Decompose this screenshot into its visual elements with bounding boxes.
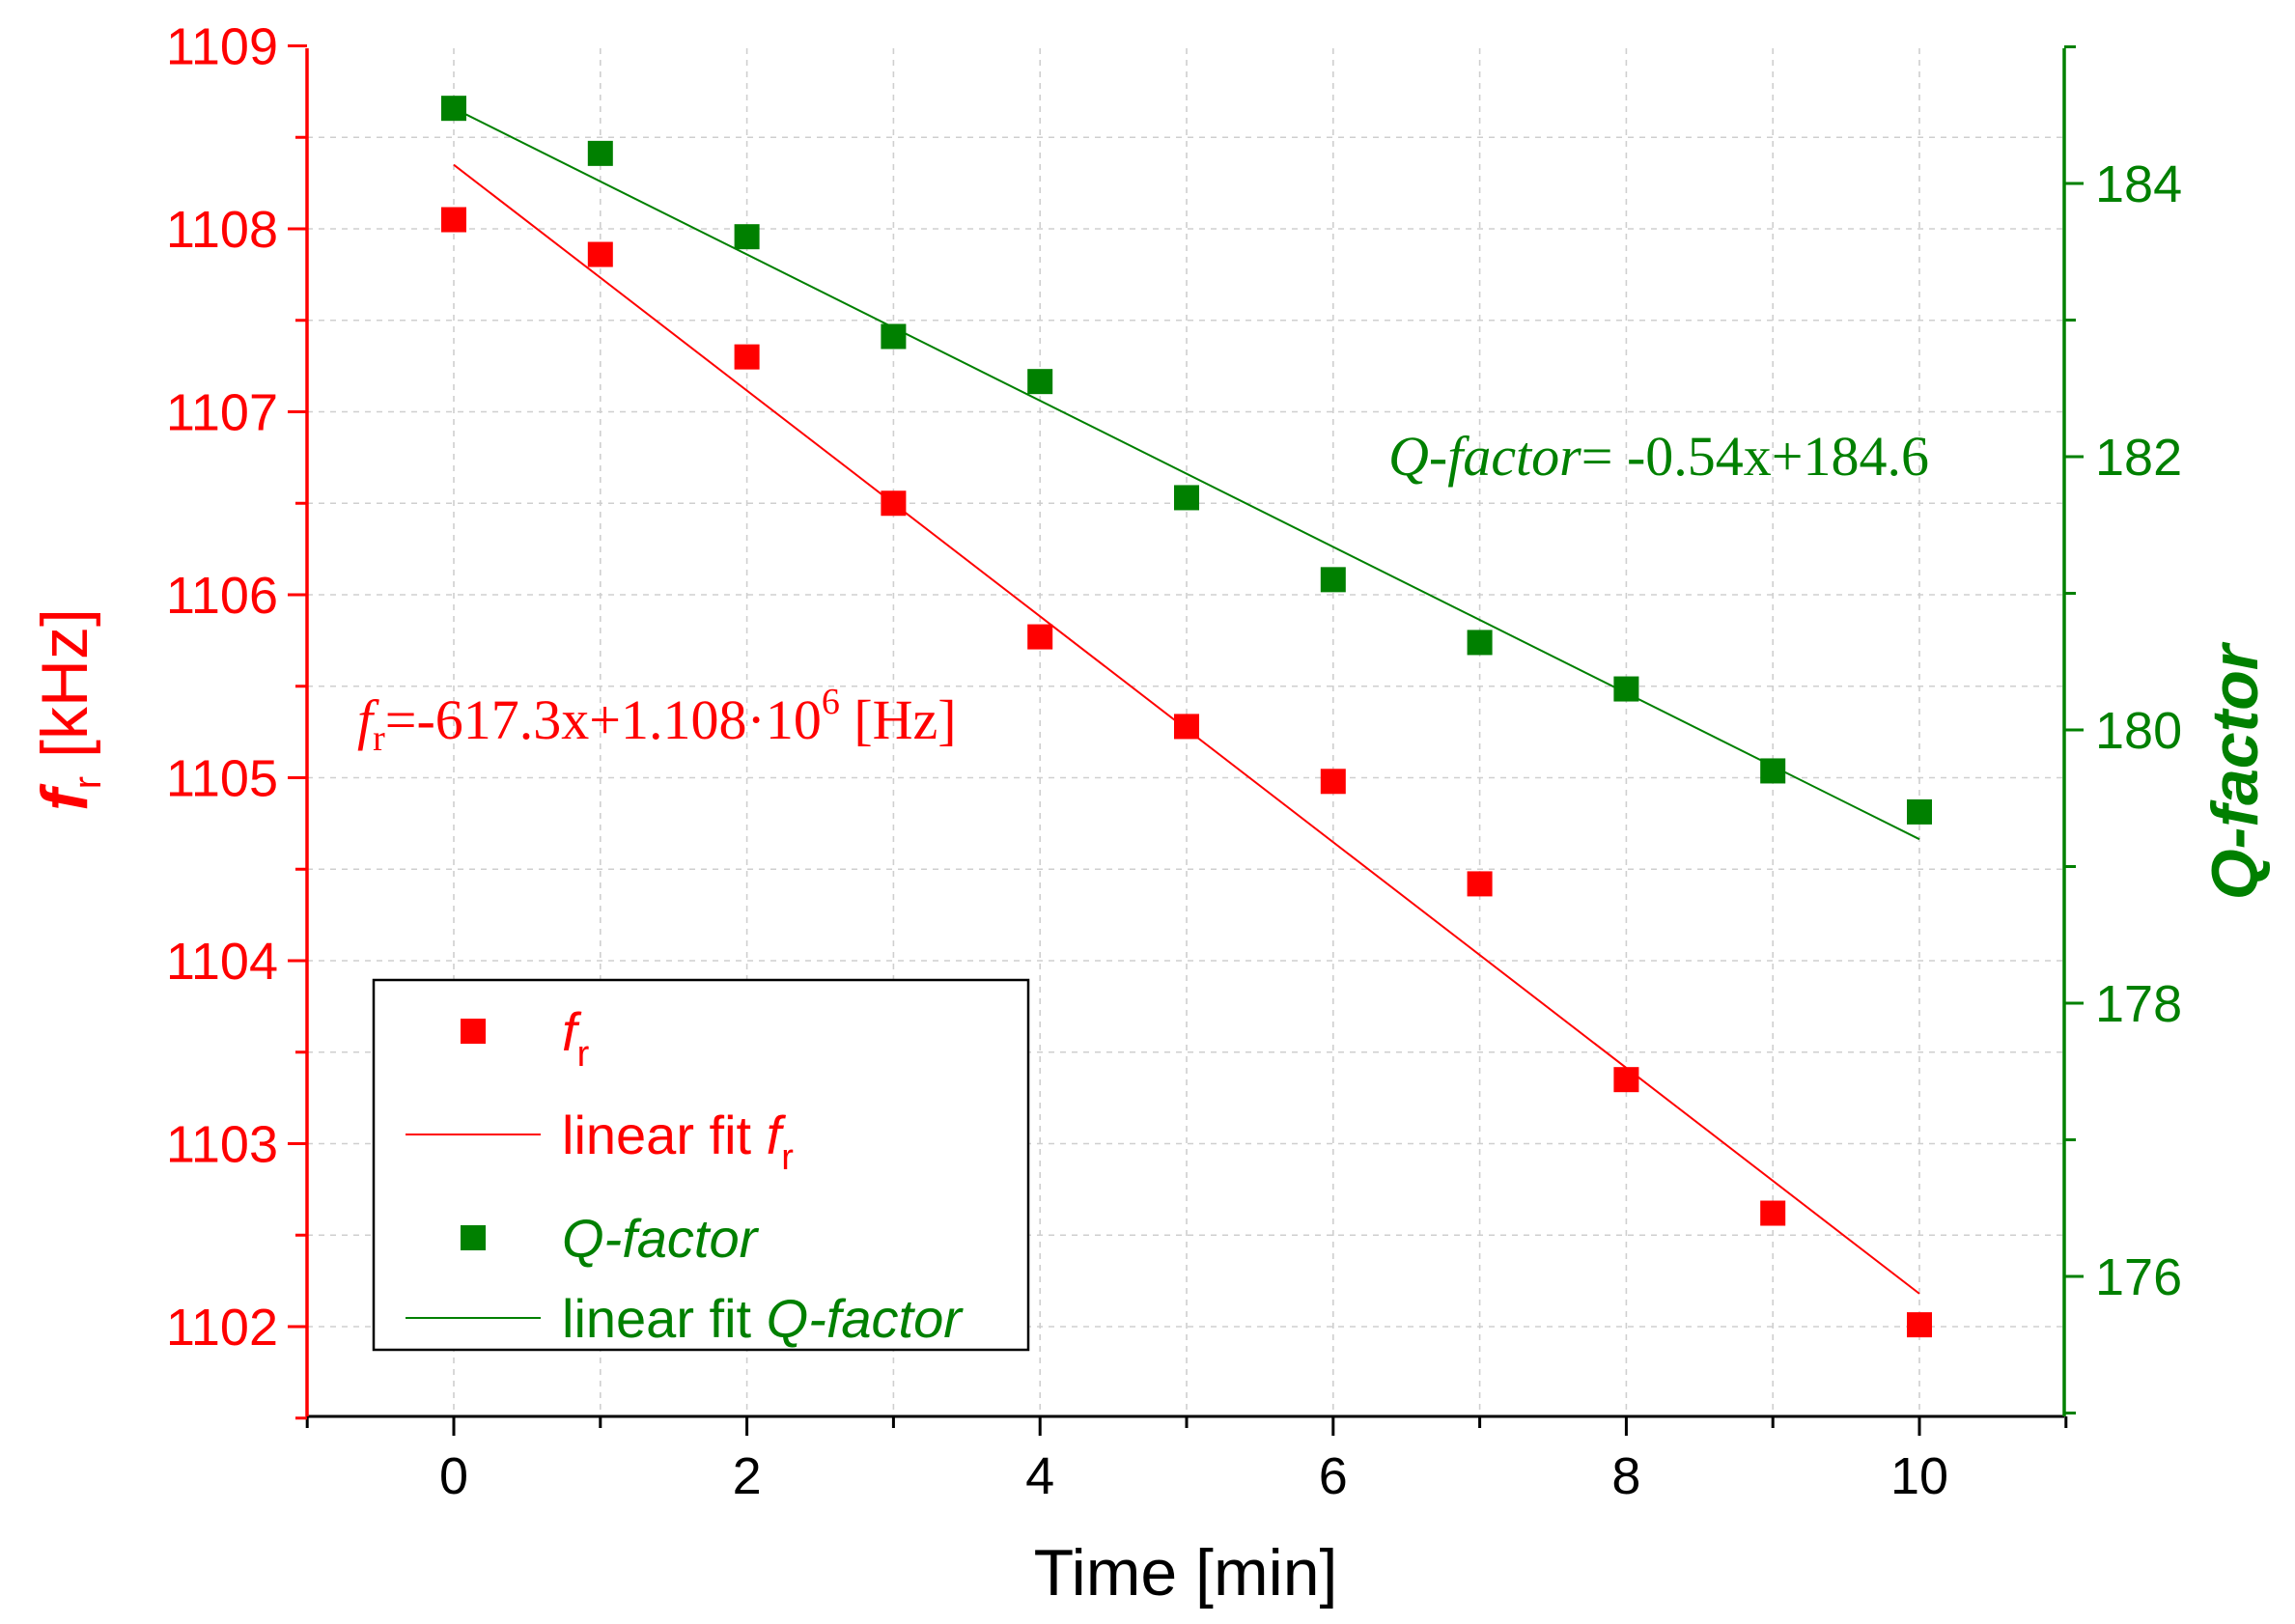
fr-point (587, 241, 613, 267)
y-left-tick-label: 1102 (166, 1299, 278, 1357)
fr-fit-superscript: 6 (822, 682, 840, 722)
y-right-tick-label: 176 (2095, 1248, 2182, 1306)
q-factor-point (734, 224, 760, 250)
q-factor-point (1027, 369, 1053, 395)
y-right-axis-title: Q-factor (2198, 641, 2272, 900)
legend-prefix: linear fit (562, 1288, 767, 1349)
x-tick-label: 10 (1890, 1447, 1948, 1505)
y-left-title-unit: [kHz] (28, 608, 101, 776)
legend-text: Q-factor (767, 1288, 965, 1349)
y-left-tick-label: 1103 (166, 1116, 278, 1174)
x-tick-label: 6 (1319, 1447, 1348, 1505)
fr-fit-equation: fr=-617.3x+1.108·106 [Hz] (357, 682, 957, 759)
legend-label-1: linear fit fr (562, 1105, 794, 1178)
fr-point (734, 344, 760, 370)
fr-point (1613, 1067, 1639, 1093)
fr-fit-body: =-617.3x+1.108·10 (385, 688, 822, 751)
fr-point (1027, 624, 1053, 650)
x-tick-label: 2 (733, 1447, 762, 1505)
legend-text: Q-factor (562, 1208, 760, 1269)
y-left-axis-title: fr [kHz] (28, 608, 109, 811)
y-left-tick-label: 1109 (166, 18, 278, 76)
fit-line-q-factor (453, 107, 1920, 841)
y-right-tick-label: 180 (2095, 702, 2182, 760)
q-factor-point (587, 140, 613, 166)
fr-fit-subscript: r (373, 718, 385, 759)
y-left-tick-label: 1105 (166, 750, 278, 808)
y-right-tick-label: 184 (2095, 155, 2182, 213)
y-left-title-subscript: r (67, 776, 109, 789)
x-tick-label: 0 (439, 1447, 468, 1505)
y-left-tick-label: 1108 (166, 201, 278, 259)
q-fit-equation: Q-factor= -0.54x+184.6 (1388, 425, 1929, 488)
legend-label-3: linear fit Q-factor (562, 1288, 964, 1349)
y-right-tick-label: 178 (2095, 975, 2182, 1033)
legend-marker-0 (461, 1019, 486, 1044)
y-left-tick-label: 1107 (166, 384, 278, 442)
fr-point (1760, 1200, 1786, 1226)
fr-point (1320, 769, 1346, 795)
x-tick-label: 4 (1025, 1447, 1054, 1505)
axes-layer: 0 2 4 6 8 10 Time [min] 1102 1103 1104 1105 1106 110… (28, 18, 2272, 1610)
q-factor-point (1907, 798, 1932, 825)
x-tick-label: 8 (1611, 1447, 1640, 1505)
grid-layer (307, 48, 2064, 1416)
x-axis-title: Time [min] (1034, 1536, 1338, 1610)
legend-subscript: r (577, 1034, 590, 1075)
q-factor-point (1467, 630, 1493, 656)
q-factor-point (1174, 485, 1199, 511)
y-right-tick-label: 182 (2095, 429, 2182, 487)
fit-line-fr (453, 163, 1920, 1295)
q-fit-label: Q-factor (1388, 425, 1581, 488)
q-factor-point (1320, 567, 1346, 593)
legend-marker-2 (461, 1225, 486, 1250)
series-layer (441, 96, 1932, 1338)
fr-point (1467, 871, 1493, 897)
text-layer: fr=-617.3x+1.108·106 [Hz] Q-factor= -0.54… (357, 425, 1929, 759)
y-left-tick-label: 1104 (166, 933, 278, 991)
legend-label-2: Q-factor (562, 1208, 760, 1269)
fr-point (1907, 1312, 1932, 1338)
fr-point (441, 207, 466, 233)
fr-fit-tail: [Hz] (840, 688, 957, 751)
y-left-tick-label: 1106 (166, 567, 278, 625)
legend-subscript: r (781, 1137, 794, 1178)
q-fit-body: = -0.54x+184.6 (1581, 425, 1929, 488)
legend-prefix: linear fit (562, 1105, 767, 1165)
